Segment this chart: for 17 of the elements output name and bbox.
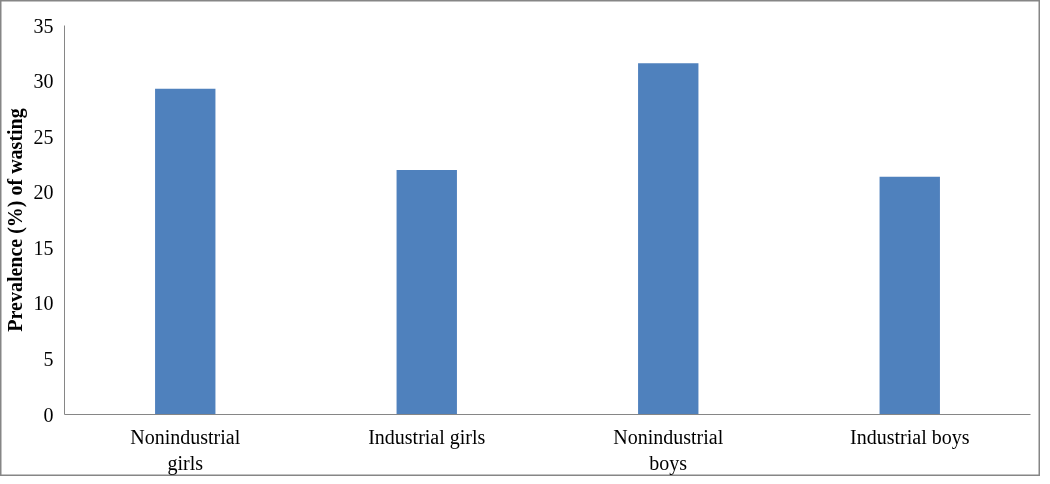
y-tick-label: 30 [33, 70, 54, 93]
y-tick-label: 25 [33, 125, 54, 148]
y-tick-label: 10 [33, 292, 54, 315]
y-tick-label: 5 [43, 347, 54, 370]
x-tick-label: Industrial girls [368, 425, 486, 449]
bar [879, 176, 940, 415]
bar [155, 88, 216, 415]
x-tick-label: Nonindustrial girls [130, 425, 241, 475]
y-tick-label: 0 [43, 403, 54, 426]
y-axis-title: Prevalence (%) of wasting [3, 108, 27, 332]
y-tick-label: 20 [33, 181, 54, 204]
y-tick-label: 35 [33, 14, 54, 37]
bar [638, 63, 699, 415]
x-tick-label: Industrial boys [850, 425, 970, 449]
bar [396, 169, 457, 415]
y-tick-label: 15 [33, 236, 54, 259]
x-tick-label: Nonindustrial boys [613, 425, 724, 475]
